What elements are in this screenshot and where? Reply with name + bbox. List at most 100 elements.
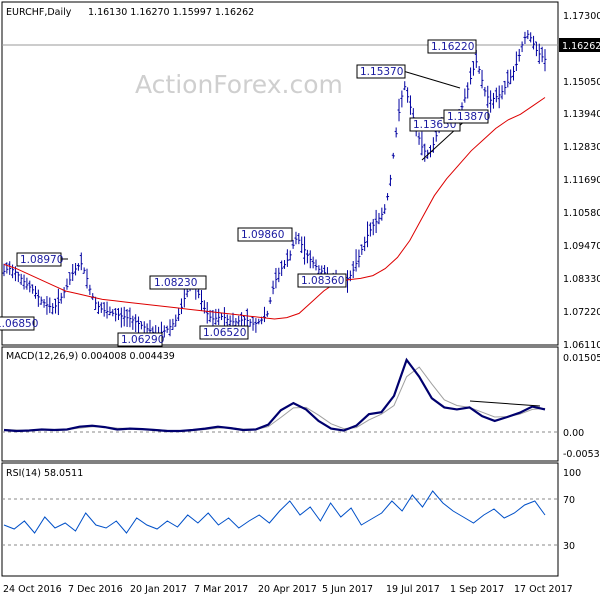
price-tick-label: 1.17300	[563, 11, 600, 22]
annotation: 1.08360	[297, 273, 347, 288]
annotation-box	[117, 332, 163, 347]
price-bar	[406, 87, 410, 103]
macd-tick-label: 0.015052	[563, 353, 600, 364]
price-bar	[469, 67, 473, 85]
x-tick-label: 1 Sep 2017	[450, 584, 504, 595]
price-bar	[471, 61, 475, 76]
price-bar	[54, 298, 58, 314]
price-tick-label: 1.06110	[563, 340, 600, 351]
price-bar	[237, 315, 241, 327]
annotation-box	[427, 39, 477, 54]
price-bar	[36, 289, 40, 307]
price-bar	[308, 250, 312, 269]
price-bar	[71, 263, 75, 281]
x-tick-label: 24 Oct 2016	[3, 584, 62, 595]
rsi-panel-frame	[1, 462, 559, 577]
price-bar	[197, 288, 201, 299]
price-bar	[297, 233, 301, 245]
price-bar	[489, 90, 493, 113]
price-bar	[305, 249, 309, 264]
watermark: ActionForex.com	[135, 70, 343, 99]
rsi-title: RSI(14) 58.0511	[6, 468, 83, 479]
price-bar	[16, 271, 20, 283]
price-bar	[179, 298, 183, 315]
annotation-label: 1.15370	[360, 66, 403, 78]
price-bar	[371, 218, 375, 236]
ohlc-readout: 1.16130 1.16270 1.15997 1.16262	[88, 7, 254, 18]
price-bar	[217, 308, 221, 326]
price-bar	[96, 301, 100, 315]
price-bar	[254, 318, 258, 333]
rsi-line	[3, 490, 546, 534]
price-tick-label: 1.15050	[563, 77, 600, 88]
rsi-tick-label: 100	[563, 468, 581, 479]
price-bar	[99, 302, 103, 313]
price-bar	[277, 267, 281, 283]
price-bar	[288, 250, 292, 261]
price-bar	[520, 41, 524, 53]
price-bar	[314, 259, 318, 271]
x-tick-label: 17 Oct 2017	[514, 584, 573, 595]
price-bar	[388, 174, 392, 187]
price-bar	[351, 261, 355, 279]
annotation-label: 1.06850	[0, 318, 38, 330]
annotation: 1.06290	[117, 332, 164, 347]
price-bar	[354, 249, 358, 272]
price-bar	[291, 239, 295, 249]
annotation: 1.16220	[427, 39, 477, 54]
price-bar	[391, 152, 395, 159]
price-bar	[512, 66, 516, 81]
price-bar	[417, 132, 421, 145]
annotation-box	[149, 275, 207, 290]
annotation-box	[297, 273, 347, 288]
price-tick-label: 1.10580	[563, 208, 600, 219]
x-tick-label: 5 Jun 2017	[322, 584, 373, 595]
price-bar	[383, 204, 387, 214]
macd-line	[3, 357, 546, 433]
price-tick-label: 1.13940	[563, 109, 600, 120]
price-bar	[2, 263, 6, 277]
annotation: 1.06850	[0, 316, 38, 331]
macd-title: MACD(12,26,9) 0.004008 0.004439	[6, 351, 175, 362]
price-bar	[532, 35, 536, 50]
annotation-box	[199, 325, 249, 340]
price-bar	[28, 280, 32, 293]
price-bar	[171, 318, 175, 330]
price-bar	[283, 260, 287, 269]
triangle-upper-trendline	[402, 70, 461, 89]
price-bar	[165, 325, 169, 333]
macd-trendline	[469, 400, 541, 407]
price-bar	[360, 244, 364, 255]
price-bar	[248, 318, 252, 327]
price-bar	[463, 88, 467, 103]
price-bar	[102, 302, 106, 317]
price-bar	[423, 143, 427, 162]
price-bar	[139, 321, 143, 330]
price-bar	[76, 263, 80, 271]
price-bar	[514, 51, 518, 71]
price-bar	[228, 315, 232, 328]
rsi-tick-label: 70	[563, 495, 575, 506]
price-bar	[56, 288, 60, 316]
price-bar	[523, 31, 527, 45]
price-bar	[205, 302, 209, 324]
price-bar	[377, 212, 381, 225]
price-bar	[271, 280, 275, 295]
price-bar	[274, 267, 278, 289]
price-tick-label: 1.11690	[563, 175, 600, 186]
annotation-label: 1.06520	[203, 327, 246, 339]
annotation-label: 1.08360	[301, 275, 344, 287]
price-bar	[397, 98, 401, 122]
price-bar	[517, 48, 521, 62]
price-bar	[116, 308, 120, 321]
moving-average-line	[3, 97, 546, 320]
price-bar	[125, 309, 129, 327]
rsi-tick-label: 30	[563, 541, 575, 552]
price-bar	[59, 292, 63, 304]
price-bar	[497, 85, 501, 109]
price-bar	[509, 69, 513, 85]
macd-tick-label: -0.005321	[563, 449, 600, 460]
price-bar	[19, 273, 23, 285]
price-bar	[526, 30, 530, 40]
